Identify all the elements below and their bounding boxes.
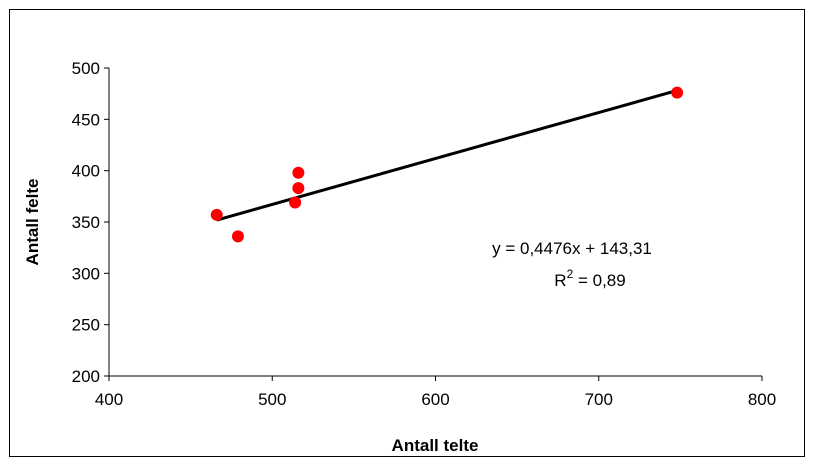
y-tick-label: 500 xyxy=(72,59,100,78)
y-tick-label: 350 xyxy=(72,213,100,232)
data-point xyxy=(671,86,684,99)
x-tick-label: 400 xyxy=(95,390,123,409)
plot-area xyxy=(109,68,762,376)
y-tick-label: 200 xyxy=(72,367,100,386)
y-tick-label: 250 xyxy=(72,316,100,335)
y-tick-label: 300 xyxy=(72,264,100,283)
x-axis-title: Antall telte xyxy=(392,436,479,455)
trendline-equation: y = 0,4476x + 143,31 xyxy=(492,239,652,258)
x-tick-label: 700 xyxy=(585,390,613,409)
y-tick-label: 450 xyxy=(72,110,100,129)
y-tick-label: 400 xyxy=(72,162,100,181)
data-point xyxy=(289,196,302,209)
data-point xyxy=(231,230,244,243)
data-point xyxy=(210,208,223,221)
data-point xyxy=(292,182,305,195)
x-tick-label: 800 xyxy=(748,390,776,409)
data-point xyxy=(292,166,305,179)
y-axis-title: Antall felte xyxy=(23,179,42,266)
x-tick-label: 500 xyxy=(258,390,286,409)
r-squared-label: R2 = 0,89 xyxy=(554,267,625,290)
x-tick-label: 600 xyxy=(421,390,449,409)
